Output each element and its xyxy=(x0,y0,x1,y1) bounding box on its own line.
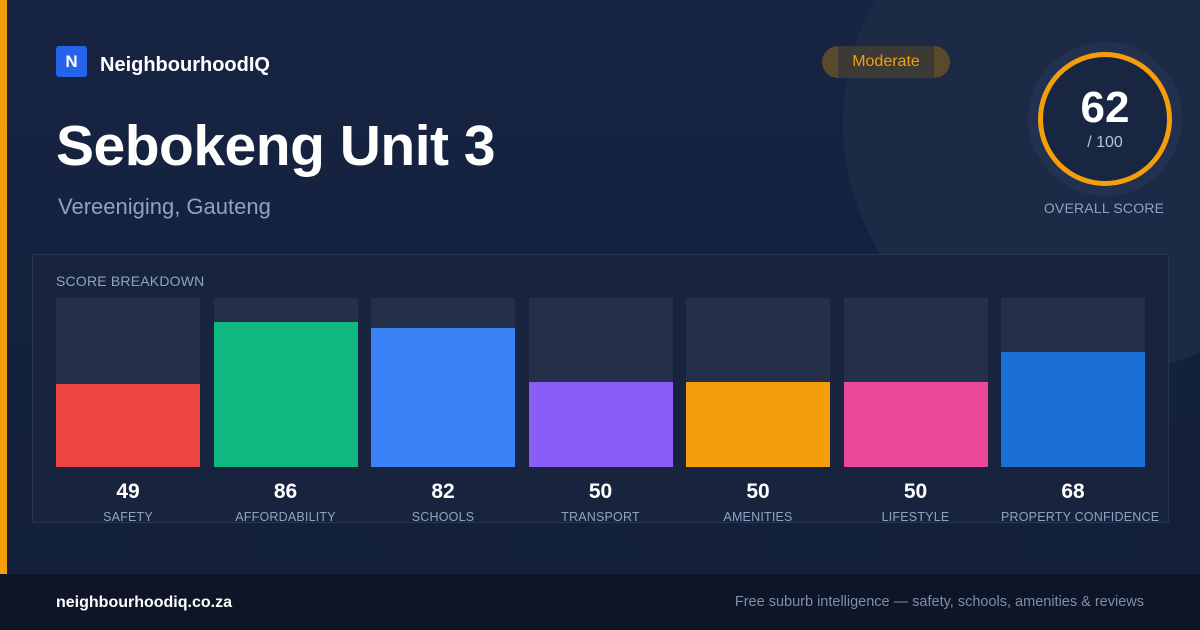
score-bar-track xyxy=(528,298,673,467)
overall-score-caption: OVERALL SCORE xyxy=(1043,200,1165,216)
footer-domain: neighbourhoodiq.co.za xyxy=(56,594,232,611)
rating-badge-label: Moderate xyxy=(852,53,920,70)
score-bar-value: 86 xyxy=(273,480,298,503)
overall-score-value: 62 xyxy=(1080,83,1130,132)
score-bar-value: 50 xyxy=(588,480,613,503)
accent-bar xyxy=(0,0,7,574)
score-bar-fill xyxy=(213,322,358,467)
breakdown-title: SCORE BREAKDOWN xyxy=(56,273,205,289)
score-ring-stroke xyxy=(1038,52,1172,186)
suburb-location: Vereeniging, Gauteng xyxy=(58,194,271,219)
breakdown-item-schools: 82 SCHOOLS xyxy=(371,298,515,524)
breakdown-item-lifestyle: 50 LIFESTYLE xyxy=(843,298,988,524)
breakdown-item-transport: 50 TRANSPORT xyxy=(528,298,673,524)
score-bar-fill xyxy=(1001,352,1145,467)
score-bar-track xyxy=(843,298,988,467)
footer: neighbourhoodiq.co.za Free suburb intell… xyxy=(0,574,1200,630)
score-bar-label: LIFESTYLE xyxy=(881,510,950,524)
score-bar-label: AFFORDABILITY xyxy=(235,510,336,524)
score-bar-value: 50 xyxy=(746,480,770,503)
breakdown-item-property-confidence: 68 PROPERTY CONFIDENCE xyxy=(1001,298,1160,524)
score-bar-label: TRANSPORT xyxy=(561,510,640,524)
overall-score-max: / 100 xyxy=(1087,134,1123,151)
score-bar-value: 50 xyxy=(903,480,928,503)
score-bar-label: SCHOOLS xyxy=(411,510,475,524)
breakdown-item-affordability: 86 AFFORDABILITY xyxy=(213,298,358,524)
suburb-title: Sebokeng Unit 3 xyxy=(56,114,496,178)
score-breakdown-panel: SCORE BREAKDOWN 49 SAFETY 86 AFFORDABILITY 8… xyxy=(32,254,1169,524)
breakdown-item-safety: 49 SAFETY xyxy=(56,298,200,524)
score-bar-fill xyxy=(56,384,200,467)
score-bar-label: AMENITIES xyxy=(723,510,793,524)
score-bar-label: SAFETY xyxy=(103,510,153,524)
score-bar-fill xyxy=(528,382,673,467)
score-bar-value: 68 xyxy=(1061,480,1085,503)
score-bar-fill xyxy=(843,382,988,467)
score-bar-value: 49 xyxy=(116,480,140,503)
score-bar-track xyxy=(213,298,358,467)
footer-tagline: Free suburb intelligence — safety, schoo… xyxy=(734,594,1144,610)
score-bar-value: 82 xyxy=(431,480,455,503)
brand-name: NeighbourhoodIQ xyxy=(100,54,270,76)
breakdown-item-amenities: 50 AMENITIES xyxy=(686,298,830,524)
score-bar-track xyxy=(371,298,515,467)
score-bar-fill xyxy=(686,382,830,467)
brand: N NeighbourhoodIQ xyxy=(56,46,270,77)
overall-score-ring: 62 / 100 xyxy=(1028,42,1182,196)
score-bar-fill xyxy=(371,328,515,467)
score-bar-track xyxy=(686,298,830,467)
score-bar-track xyxy=(1001,298,1145,467)
rating-badge: Moderate xyxy=(822,46,950,78)
brand-logo-icon: N xyxy=(56,46,87,77)
score-bar-track xyxy=(56,298,200,467)
score-bar-label: PROPERTY CONFIDENCE xyxy=(1001,510,1160,524)
